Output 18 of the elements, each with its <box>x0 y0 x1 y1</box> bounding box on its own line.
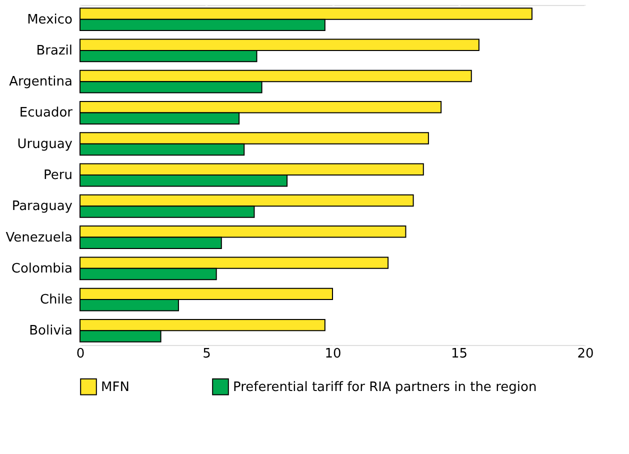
y-tick-label: Bolivia <box>29 324 72 339</box>
y-tick-label: Chile <box>40 292 72 308</box>
y-tick-label: Venezuela <box>6 230 72 246</box>
y-tick-label: Paraguay <box>12 199 73 214</box>
legend-label: Preferential tariff for RIA partners in the region <box>233 380 537 395</box>
x-tick-label: 20 <box>577 346 594 362</box>
x-tick-label: 15 <box>450 346 468 362</box>
y-tick-label: Argentina <box>9 74 72 90</box>
x-tick-label: 0 <box>76 346 85 362</box>
y-tick-label: Mexico <box>27 12 73 28</box>
legend-label: MFN <box>101 380 130 395</box>
y-tick-label: Ecuador <box>19 106 74 121</box>
y-tick-label: Uruguay <box>17 136 73 152</box>
y-tick-label: Colombia <box>11 261 72 276</box>
y-tick-label: Brazil <box>36 43 72 58</box>
y-tick-label: Peru <box>44 168 72 183</box>
x-tick-label: 5 <box>202 346 211 362</box>
x-tick-label: 10 <box>324 346 342 362</box>
